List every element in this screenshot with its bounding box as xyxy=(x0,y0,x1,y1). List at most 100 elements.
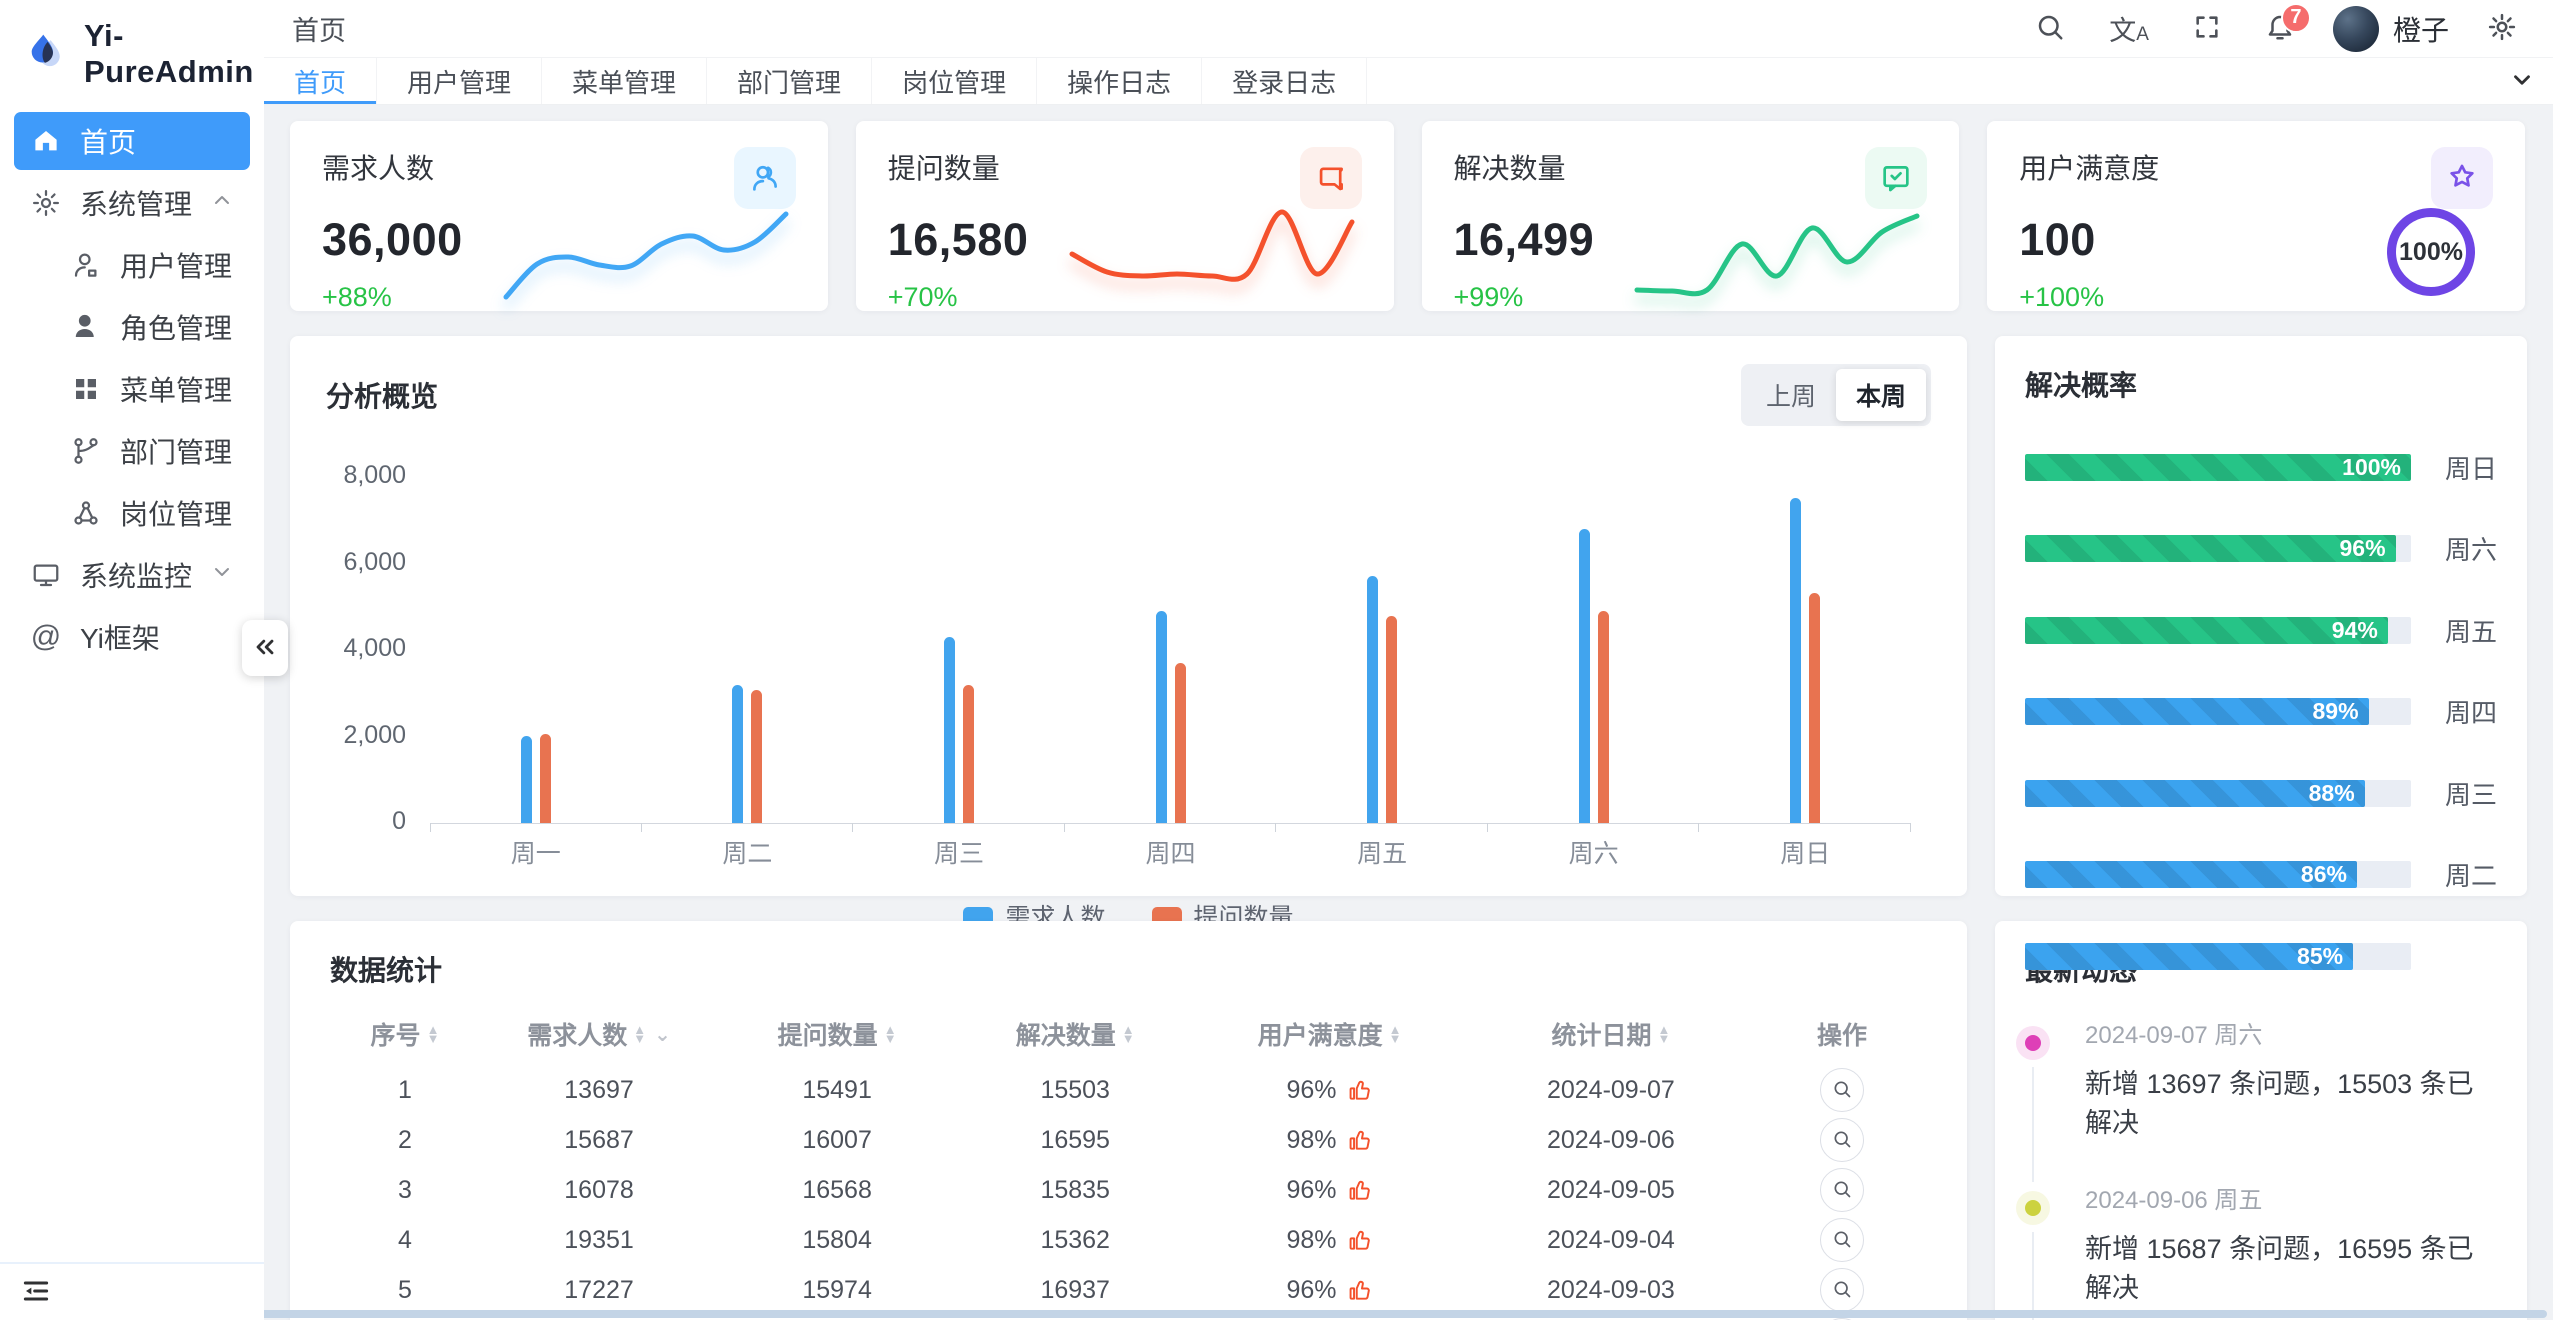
table-header-label: 用户满意度 xyxy=(1257,1022,1383,1050)
table-header-用户满意度[interactable]: 用户满意度 ▲ ▼ xyxy=(1194,1016,1465,1052)
tabbar: 首页 用户管理 菜单管理 部门管理 岗位管理 操作日志 登录日志 xyxy=(264,58,2553,105)
x-axis-label: 周四 xyxy=(1145,840,1196,868)
sidebar-item-用户管理[interactable]: 用户管理 xyxy=(14,236,250,294)
y-axis-tick: 2,000 xyxy=(343,720,406,749)
tab-菜单管理[interactable]: 菜单管理 xyxy=(542,58,708,104)
date-cell: 2024-09-05 xyxy=(1546,1175,1675,1204)
view-row-button[interactable] xyxy=(1820,1068,1864,1112)
bar-需求人数 xyxy=(520,735,532,823)
breadcrumb[interactable]: 首页 xyxy=(292,16,346,46)
stat-card-delta: +88% xyxy=(322,282,392,312)
table-header-统计日期[interactable]: 统计日期 ▲ ▼ xyxy=(1465,1016,1757,1052)
sort-carets-icon[interactable]: ▲ ▼ xyxy=(1657,1022,1671,1046)
table-cell: 15835 xyxy=(1040,1175,1110,1204)
toggle-本周[interactable]: 本周 xyxy=(1835,369,1926,421)
gear-icon xyxy=(2487,12,2517,45)
tab-操作日志[interactable]: 操作日志 xyxy=(1037,58,1203,104)
prob-row-周五: 94% 周五 xyxy=(2025,612,2497,649)
notification-button[interactable]: 7 xyxy=(2247,1,2313,57)
timeline-dot xyxy=(2025,1035,2041,1051)
table-header-label: 解决数量 xyxy=(1015,1022,1116,1050)
sidebar-item-label: 部门管理 xyxy=(120,437,233,468)
prob-day-label: 周四 xyxy=(2444,698,2497,728)
sidebar-item-岗位管理[interactable]: 岗位管理 xyxy=(14,484,250,542)
table-header-解决数量[interactable]: 解决数量 ▲ ▼ xyxy=(956,1016,1194,1052)
prob-day-label: 周六 xyxy=(2444,535,2497,565)
table-header-序号[interactable]: 序号 ▲ ▼ xyxy=(330,1016,480,1052)
thumb-up-icon xyxy=(1347,1177,1373,1203)
analysis-bar-chart: 0 2,000 4,000 6,000 8,000 周一 周二 周三 周四 周五 周六 周日 需求人数提… xyxy=(326,461,1931,934)
stats-table: 序号 ▲ ▼ 需求人数 ▲ ▼ ⌄ 提问数量 ▲ ▼ 解决数量 ▲ ▼ 用户满意度 ▲ ▼ 统计日期 ▲ ▼ 操作 1 1… xyxy=(330,1003,1927,1320)
user-menu[interactable]: 橙子 xyxy=(2321,5,2461,52)
view-row-button[interactable] xyxy=(1820,1268,1864,1312)
table-header-label: 序号 xyxy=(370,1022,421,1050)
view-row-button[interactable] xyxy=(1820,1218,1864,1262)
x-axis-label: 周一 xyxy=(510,840,561,868)
sort-carets-icon[interactable]: ▲ ▼ xyxy=(633,1022,647,1046)
stat-card-delta: +70% xyxy=(887,282,958,312)
tab-用户管理[interactable]: 用户管理 xyxy=(377,58,543,104)
sidebar-item-Yi框架[interactable]: @ Yi框架 xyxy=(14,608,250,666)
home-icon xyxy=(30,125,62,157)
table-cell: 16568 xyxy=(802,1175,872,1204)
prob-track: 94% xyxy=(2025,616,2411,644)
bar-需求人数 xyxy=(1155,611,1167,823)
stat-card-用户满意度: 用户满意度 100 +100% 100% xyxy=(1987,121,2525,312)
timeline-date: 2024-09-07 周六 xyxy=(2085,1022,2263,1049)
view-row-button[interactable] xyxy=(1820,1118,1864,1162)
date-cell: 2024-09-03 xyxy=(1546,1275,1675,1304)
filter-chevron-icon[interactable]: ⌄ xyxy=(654,1023,671,1046)
tab-部门管理[interactable]: 部门管理 xyxy=(707,58,873,104)
sidebar-item-首页[interactable]: 首页 xyxy=(14,112,250,170)
search-button[interactable] xyxy=(2017,1,2083,57)
notification-badge: 7 xyxy=(2280,2,2311,33)
sort-carets-icon[interactable]: ▲ ▼ xyxy=(883,1022,897,1046)
table-cell: 16595 xyxy=(1040,1125,1110,1154)
tab-岗位管理[interactable]: 岗位管理 xyxy=(872,58,1038,104)
sort-carets-icon[interactable]: ▲ ▼ xyxy=(1388,1022,1402,1046)
sidebar-item-系统监控[interactable]: 系统监控 xyxy=(14,546,250,604)
bar-需求人数 xyxy=(732,684,744,823)
sidebar-collapse-handle[interactable] xyxy=(242,620,288,676)
horizontal-scrollbar[interactable] xyxy=(172,1310,2547,1318)
satisfaction-value: 96% xyxy=(1286,1075,1337,1104)
sidebar-item-label: 用户管理 xyxy=(120,251,233,282)
table-cell: 15974 xyxy=(802,1275,872,1304)
bar-提问数量 xyxy=(1386,616,1398,823)
thumb-up-icon xyxy=(1347,1127,1373,1153)
chat-icon xyxy=(1299,147,1362,209)
sidebar-item-label: 角色管理 xyxy=(120,313,233,344)
monitor-icon xyxy=(30,559,62,591)
table-row: 5 17227 15974 16937 96% 2024-09-03 xyxy=(330,1265,1927,1315)
logo[interactable]: Yi-PureAdmin xyxy=(0,0,264,104)
table-cell: 3 xyxy=(398,1175,412,1204)
op-cell xyxy=(1757,1218,1927,1262)
chart-plot-area: 0 2,000 4,000 6,000 8,000 xyxy=(343,461,1911,835)
sidebar-item-菜单管理[interactable]: 菜单管理 xyxy=(14,360,250,418)
solve-rate-title: 解决概率 xyxy=(2025,370,2138,401)
tab-首页[interactable]: 首页 xyxy=(264,58,378,104)
sidebar-item-系统管理[interactable]: 系统管理 xyxy=(14,174,250,232)
table-header-需求人数[interactable]: 需求人数 ▲ ▼ ⌄ xyxy=(480,1016,718,1052)
gear-icon xyxy=(30,187,62,219)
fullscreen-button[interactable] xyxy=(2175,1,2239,57)
sidebar-item-部门管理[interactable]: 部门管理 xyxy=(14,422,250,480)
toggle-上周[interactable]: 上周 xyxy=(1746,369,1836,421)
op-cell xyxy=(1757,1268,1927,1312)
stat-card-value: 16,580 xyxy=(887,214,1029,265)
prob-fill: 96% xyxy=(2025,535,2396,562)
settings-button[interactable] xyxy=(2469,1,2535,57)
table-header-提问数量[interactable]: 提问数量 ▲ ▼ xyxy=(718,1016,956,1052)
op-cell xyxy=(1757,1068,1927,1112)
sidebar-item-角色管理[interactable]: 角色管理 xyxy=(14,298,250,356)
sort-carets-icon[interactable]: ▲ ▼ xyxy=(1121,1022,1135,1046)
translate-button[interactable]: 文A xyxy=(2091,1,2167,57)
tab-actions-button[interactable] xyxy=(2491,58,2553,104)
sort-carets-icon[interactable]: ▲ ▼ xyxy=(426,1022,440,1046)
collapse-sidebar-button[interactable] xyxy=(20,1275,52,1310)
stat-card-解决数量: 解决数量 16,499 +99% xyxy=(1421,121,1960,312)
analysis-overview-card: 分析概览 上周 本周 0 2,000 4,000 6,000 8,000 周一 周二 周三 周四周… xyxy=(290,336,1967,932)
fullscreen-icon xyxy=(2193,13,2221,44)
tab-登录日志[interactable]: 登录日志 xyxy=(1202,58,1368,104)
view-row-button[interactable] xyxy=(1820,1168,1864,1212)
